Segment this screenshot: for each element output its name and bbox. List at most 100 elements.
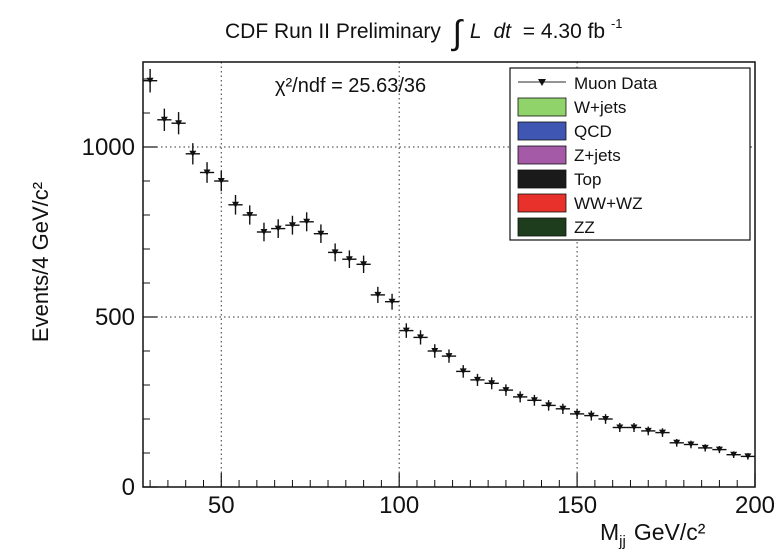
- data-point: [698, 444, 713, 452]
- data-marker: [502, 387, 510, 394]
- data-point: [384, 293, 400, 310]
- data-marker: [445, 353, 453, 360]
- data-point: [271, 219, 286, 238]
- data-marker: [288, 222, 296, 229]
- legend-label: Muon Data: [574, 74, 658, 93]
- data-marker: [374, 291, 382, 298]
- data-point: [242, 205, 257, 225]
- legend-entry: Top: [517, 169, 601, 189]
- data-point: [342, 250, 357, 269]
- data-point: [299, 212, 314, 232]
- legend-label: ZZ: [574, 218, 595, 237]
- data-marker: [331, 249, 339, 256]
- data-point: [157, 108, 172, 131]
- legend-swatch: [517, 193, 567, 213]
- x-tick-label: 150: [557, 492, 597, 519]
- data-point: [484, 377, 499, 390]
- legend-entry: QCD: [517, 121, 612, 141]
- legend-label: Z+jets: [574, 146, 621, 165]
- data-marker: [189, 150, 197, 157]
- data-marker: [160, 116, 168, 123]
- data-marker: [559, 405, 567, 412]
- legend-swatch: [517, 121, 567, 141]
- legend-entry: Z+jets: [517, 145, 621, 165]
- data-marker: [274, 225, 282, 232]
- data-marker: [630, 424, 638, 431]
- data-marker: [345, 256, 353, 263]
- data-marker: [388, 298, 396, 305]
- data-marker: [417, 334, 425, 341]
- data-marker: [545, 402, 553, 409]
- legend-entry: ZZ: [517, 217, 595, 237]
- data-point: [740, 453, 755, 460]
- legend-swatch: [517, 97, 567, 117]
- data-point: [641, 426, 656, 436]
- legend-label: QCD: [574, 122, 612, 141]
- data-marker: [673, 439, 681, 446]
- legend: Muon Data W+jets QCD Z+jets Top WW+WZ ZZ: [509, 67, 751, 241]
- x-axis-label: Mjj GeV/c²: [600, 519, 706, 550]
- legend-entry: Muon Data: [518, 74, 658, 93]
- y-axis-label: Events/4 GeV/c²: [28, 182, 53, 342]
- data-point: [598, 414, 613, 424]
- legend-entry: W+jets: [517, 97, 626, 117]
- data-point: [612, 423, 627, 432]
- data-point: [399, 323, 414, 338]
- data-point: [541, 400, 556, 411]
- data-marker: [488, 380, 496, 387]
- data-marker: [303, 218, 311, 225]
- data-marker: [232, 201, 240, 208]
- data-marker: [246, 212, 254, 218]
- x-tick-label: 50: [208, 492, 235, 519]
- data-marker: [260, 229, 268, 235]
- data-marker: [616, 424, 624, 431]
- data-point: [285, 215, 300, 235]
- data-marker: [175, 120, 183, 127]
- data-point: [441, 349, 457, 363]
- data-point: [669, 438, 684, 447]
- data-marker: [431, 348, 439, 354]
- data-point: [527, 394, 542, 406]
- data-marker: [459, 368, 467, 375]
- data-point: [470, 373, 485, 386]
- legend-label: WW+WZ: [574, 194, 642, 213]
- data-point: [584, 410, 599, 421]
- x-tick-label: 200: [735, 492, 775, 519]
- y-tick-label: 0: [122, 474, 135, 501]
- data-point: [328, 243, 343, 262]
- data-marker: [317, 230, 325, 237]
- data-point: [199, 162, 215, 183]
- legend-marker: [538, 79, 546, 86]
- data-marker: [744, 453, 752, 460]
- data-marker: [715, 446, 723, 453]
- data-marker: [573, 410, 581, 417]
- data-marker: [402, 327, 410, 334]
- data-marker: [644, 427, 652, 434]
- data-marker: [203, 169, 211, 176]
- y-tick-label: 500: [95, 304, 135, 331]
- data-point: [456, 365, 471, 378]
- legend-swatch: [517, 217, 567, 237]
- data-marker: [473, 376, 481, 383]
- data-point: [356, 255, 371, 274]
- axis-ticks: 50 100 150 200 0 500 1000: [82, 78, 775, 519]
- data-point: [683, 440, 699, 449]
- legend-label: W+jets: [574, 98, 626, 117]
- data-point: [655, 428, 670, 437]
- data-point: [413, 330, 428, 345]
- legend-swatch: [517, 169, 567, 189]
- data-marker: [217, 178, 225, 184]
- data-point: [185, 143, 200, 165]
- data-point: [256, 222, 272, 242]
- chi2-annotation: χ²/ndf = 25.63/36: [275, 75, 426, 97]
- data-marker: [360, 261, 368, 268]
- data-point: [427, 344, 442, 358]
- chart-title: CDF Run II Preliminary ∫ L dt = 4.30 fb …: [225, 14, 623, 52]
- data-point: [313, 224, 329, 243]
- data-point: [626, 423, 642, 432]
- data-point: [214, 170, 229, 192]
- data-marker: [730, 451, 738, 458]
- axes-frame: [142, 61, 756, 488]
- data-point: [171, 112, 186, 135]
